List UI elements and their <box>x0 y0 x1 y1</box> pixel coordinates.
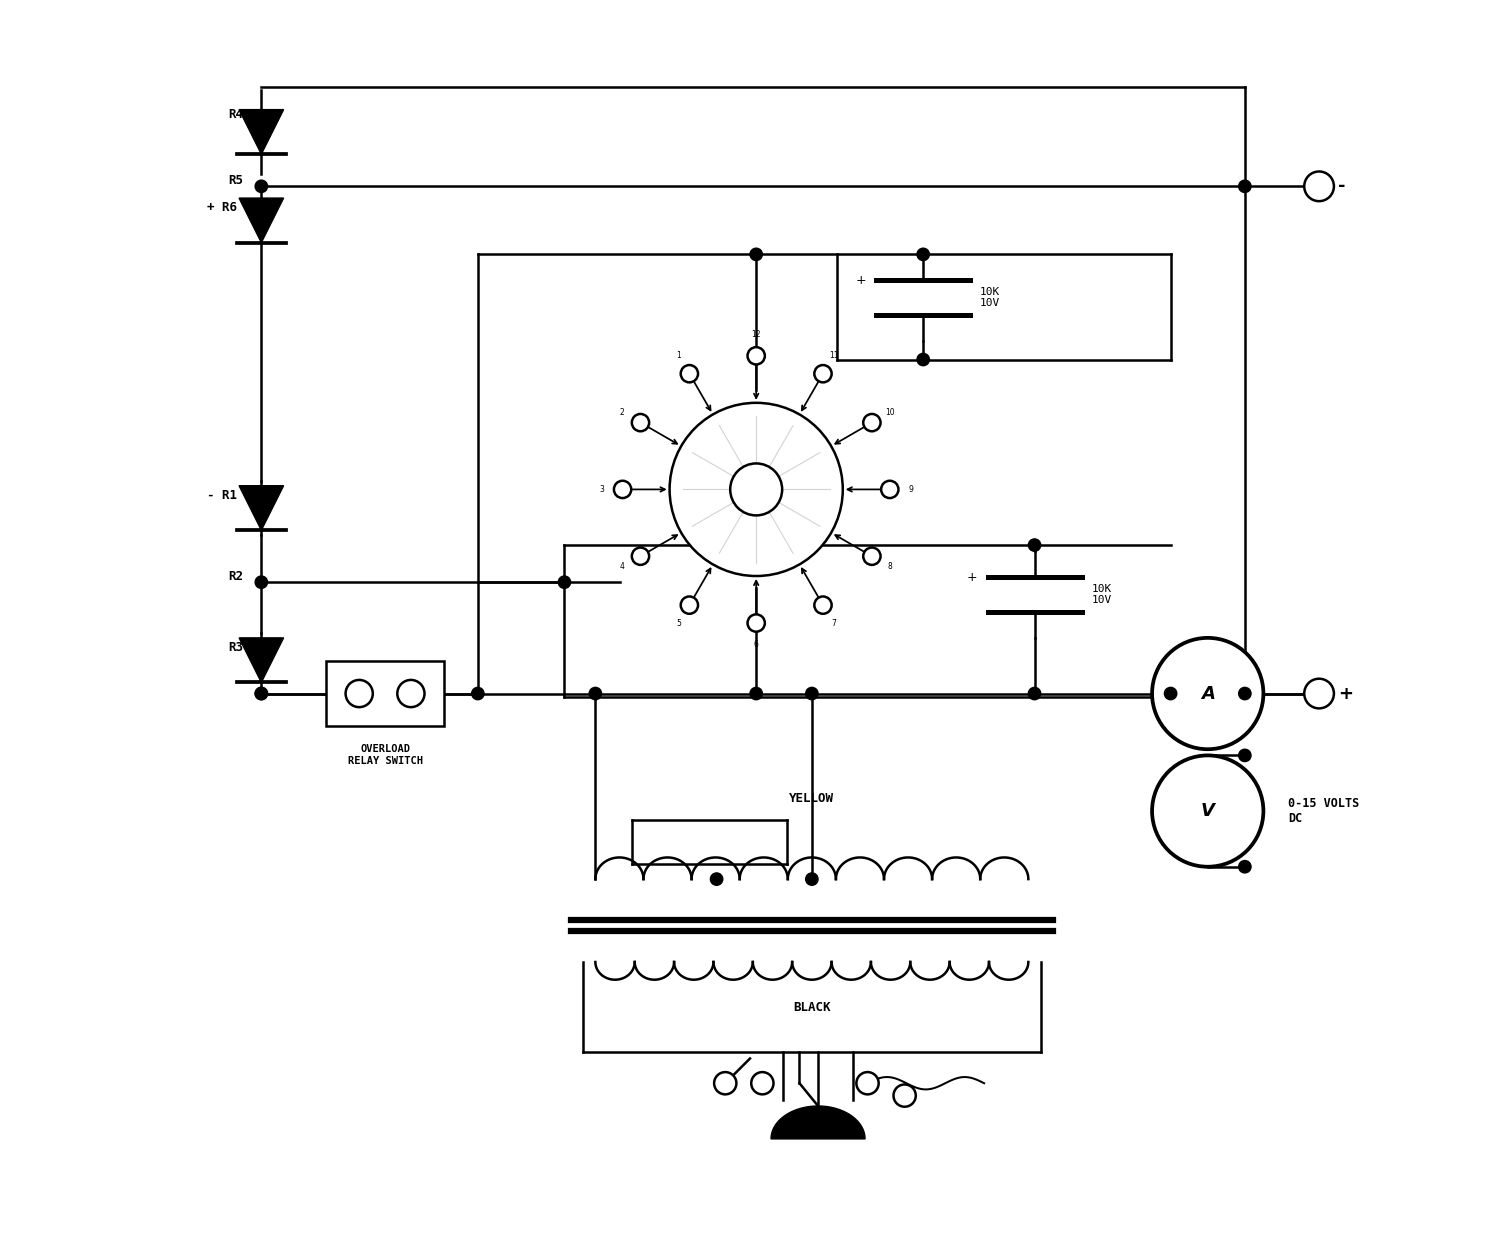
Circle shape <box>1239 180 1251 193</box>
Circle shape <box>747 614 765 632</box>
Text: R2: R2 <box>228 569 243 583</box>
Circle shape <box>1239 687 1251 699</box>
Circle shape <box>752 1072 774 1095</box>
Circle shape <box>806 687 818 699</box>
Circle shape <box>255 575 267 588</box>
Circle shape <box>632 414 650 432</box>
Circle shape <box>1152 638 1263 749</box>
Circle shape <box>1152 756 1263 867</box>
Text: R4: R4 <box>228 108 243 121</box>
Circle shape <box>916 353 930 365</box>
Polygon shape <box>771 1106 865 1138</box>
Text: +: + <box>968 570 978 584</box>
Text: R5: R5 <box>228 174 243 186</box>
Text: 6: 6 <box>753 639 759 648</box>
Text: 0-15 AMPS
DC: 0-15 AMPS DC <box>1192 787 1257 814</box>
Circle shape <box>894 1085 916 1107</box>
Text: +: + <box>855 274 867 286</box>
Text: OVERLOAD
RELAY SWITCH: OVERLOAD RELAY SWITCH <box>348 744 423 766</box>
Text: +: + <box>1338 684 1353 703</box>
Text: BLACK: BLACK <box>794 1001 831 1013</box>
Circle shape <box>558 575 570 588</box>
Text: 11: 11 <box>830 352 839 360</box>
Circle shape <box>614 480 632 498</box>
Circle shape <box>880 480 898 498</box>
Circle shape <box>1239 749 1251 762</box>
Circle shape <box>815 597 831 614</box>
Text: -: - <box>1338 178 1346 195</box>
Text: 5: 5 <box>676 619 681 628</box>
Text: - R1: - R1 <box>207 489 237 502</box>
Text: A: A <box>1202 684 1215 703</box>
Circle shape <box>1304 679 1334 708</box>
Polygon shape <box>238 198 284 243</box>
Circle shape <box>1304 171 1334 201</box>
Circle shape <box>1239 861 1251 873</box>
Circle shape <box>750 248 762 260</box>
Circle shape <box>255 687 267 699</box>
Text: 10K
10V: 10K 10V <box>1092 584 1112 605</box>
Circle shape <box>471 687 484 699</box>
Text: R3: R3 <box>228 642 243 654</box>
Text: 8: 8 <box>888 562 892 572</box>
Circle shape <box>862 414 880 432</box>
Text: 7: 7 <box>831 619 836 628</box>
Circle shape <box>681 597 698 614</box>
Circle shape <box>345 681 374 707</box>
Circle shape <box>632 548 650 565</box>
Text: YELLOW: YELLOW <box>789 792 834 804</box>
Circle shape <box>730 463 782 515</box>
Circle shape <box>1164 687 1178 699</box>
Circle shape <box>750 687 762 699</box>
Circle shape <box>255 180 267 193</box>
Circle shape <box>681 365 698 383</box>
Circle shape <box>255 687 267 699</box>
Circle shape <box>747 347 765 364</box>
Text: 1: 1 <box>676 352 681 360</box>
Circle shape <box>856 1072 879 1095</box>
Polygon shape <box>238 110 284 154</box>
Bar <box>327 662 444 726</box>
Circle shape <box>815 365 831 383</box>
Circle shape <box>806 873 818 886</box>
Text: 4: 4 <box>620 562 624 572</box>
Circle shape <box>398 681 424 707</box>
Circle shape <box>916 248 930 260</box>
Text: + R6: + R6 <box>207 201 237 214</box>
Text: 10: 10 <box>885 408 896 417</box>
Text: V: V <box>1202 802 1215 821</box>
Text: 0-15 VOLTS
DC: 0-15 VOLTS DC <box>1288 797 1359 826</box>
Circle shape <box>590 687 602 699</box>
Text: 3: 3 <box>598 485 604 494</box>
Circle shape <box>669 403 843 575</box>
Polygon shape <box>238 485 284 530</box>
Circle shape <box>714 1072 736 1095</box>
Text: 10K
10V: 10K 10V <box>980 286 1000 309</box>
Circle shape <box>862 548 880 565</box>
Text: 12: 12 <box>752 330 760 339</box>
Text: 9: 9 <box>909 485 914 494</box>
Text: 2: 2 <box>620 408 624 417</box>
Circle shape <box>1029 539 1041 552</box>
Circle shape <box>1029 687 1041 699</box>
Polygon shape <box>238 638 284 682</box>
Circle shape <box>711 873 723 886</box>
